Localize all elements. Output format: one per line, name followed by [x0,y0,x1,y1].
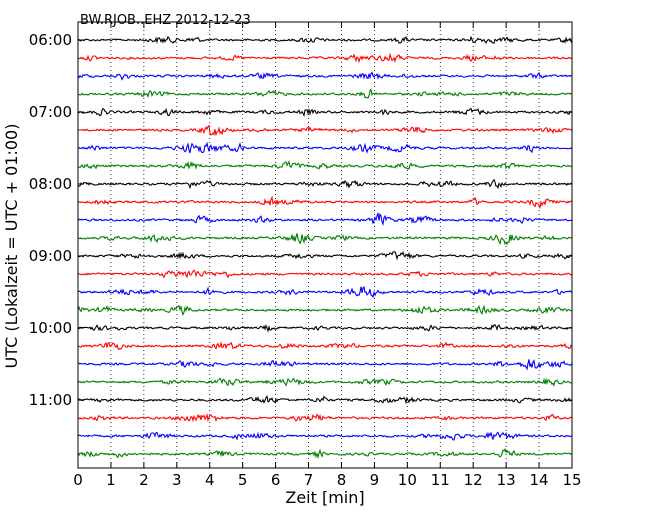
x-tick-label: 9 [370,471,380,489]
x-tick-label: 1 [106,471,116,489]
seismogram-trace [77,286,573,299]
x-axis-title: Zeit [min] [285,488,364,507]
plot-frame [77,21,573,469]
seismogram-traces [77,35,573,459]
x-axis-ticks: 0 1 2 3 4 5 6 7 8 9 10 11 12 13 14 15 [73,22,582,489]
seismogram-trace [77,141,573,154]
x-tick-label: 3 [172,471,182,489]
seismogram-trace [77,107,573,117]
x-tick-label: 13 [497,471,516,489]
y-tick-label: 09:00 [29,247,72,265]
seismogram-trace [78,269,573,279]
y-axis-title: UTC (Lokalzeit = UTC + 01:00) [2,124,21,369]
seismogram-trace [77,324,573,333]
y-tick-label: 10:00 [29,319,72,337]
x-tick-label: 6 [271,471,281,489]
x-tick-label: 12 [464,471,483,489]
x-tick-label: 4 [205,471,215,489]
seismogram-trace [77,233,573,246]
y-tick-label: 07:00 [29,103,72,121]
x-tick-label: 8 [337,471,347,489]
seismogram-trace [77,447,573,459]
seismogram-trace [77,124,573,137]
x-tick-label: 7 [304,471,314,489]
seismogram-trace [78,88,573,99]
chart-title: BW.RJOB..EHZ 2012-12-23 [80,13,251,28]
seismogram-trace [77,431,573,441]
x-tick-label: 15 [562,471,581,489]
x-tick-label: 5 [238,471,248,489]
seismogram-trace [77,377,573,387]
seismogram-trace [77,359,573,371]
seismogram-trace [77,251,573,261]
y-tick-label: 11:00 [29,391,72,409]
seismogram-trace [77,212,573,227]
seismogram-trace [77,304,572,316]
seismogram-trace [78,35,573,44]
seismogram-trace [77,394,573,405]
seismogram-trace [77,412,573,423]
seismogram-trace [77,178,573,190]
seismogram-trace [77,195,573,210]
x-tick-label: 0 [73,471,83,489]
x-tick-label: 14 [530,471,549,489]
x-tick-label: 11 [431,471,450,489]
seismogram-trace [77,71,573,81]
x-tick-label: 2 [139,471,149,489]
seismogram-trace [77,160,572,170]
y-tick-label: 06:00 [29,31,72,49]
y-axis-ticks: 06:00 07:00 08:00 09:00 10:00 11:00 [29,31,572,409]
x-tick-label: 10 [398,471,417,489]
seismogram-trace [77,52,573,64]
seismogram-trace [77,340,573,351]
y-tick-label: 08:00 [29,175,72,193]
